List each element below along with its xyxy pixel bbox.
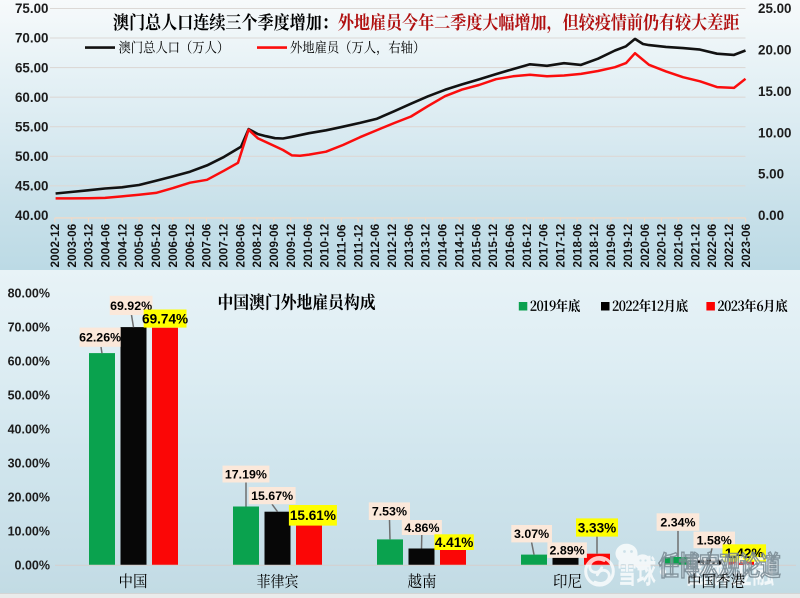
svg-text:65.00: 65.00: [15, 60, 49, 75]
svg-text:60.00: 60.00: [15, 90, 49, 105]
svg-text:2010-12: 2010-12: [319, 224, 332, 268]
svg-text:69.74%: 69.74%: [142, 311, 188, 326]
svg-text:2016-06: 2016-06: [504, 223, 517, 267]
svg-text:75.00: 75.00: [15, 1, 49, 16]
svg-text:2021-06: 2021-06: [673, 223, 686, 267]
svg-text:2007-06: 2007-06: [201, 223, 214, 267]
svg-text:2023-06: 2023-06: [740, 223, 753, 267]
svg-text:2005-06: 2005-06: [133, 223, 146, 267]
svg-text:2009-12: 2009-12: [285, 224, 298, 268]
svg-text:2013-12: 2013-12: [420, 224, 433, 268]
svg-text:15.67%: 15.67%: [251, 489, 293, 503]
svg-text:2.34%: 2.34%: [660, 516, 695, 530]
svg-text:2003-06: 2003-06: [66, 223, 79, 267]
svg-text:2.89%: 2.89%: [550, 544, 585, 558]
svg-text:2008-06: 2008-06: [234, 223, 247, 267]
svg-text:1.58%: 1.58%: [697, 533, 732, 547]
svg-text:2022-06: 2022-06: [706, 223, 719, 267]
svg-text:2004-12: 2004-12: [116, 224, 129, 268]
svg-text:2020-06: 2020-06: [639, 223, 652, 267]
svg-text:2002-12: 2002-12: [49, 224, 62, 268]
svg-text:25.00: 25.00: [758, 1, 792, 16]
svg-text:2005-12: 2005-12: [150, 224, 163, 268]
svg-text:70.00%: 70.00%: [8, 321, 50, 335]
svg-text:2007-12: 2007-12: [218, 224, 231, 268]
svg-text:2012-12: 2012-12: [386, 224, 399, 268]
svg-text:3.33%: 3.33%: [578, 520, 617, 535]
svg-text:2015-06: 2015-06: [470, 223, 483, 267]
svg-text:2017-06: 2017-06: [538, 223, 551, 267]
svg-text:0.00: 0.00: [758, 208, 784, 223]
svg-text:2014-06: 2014-06: [437, 223, 450, 267]
svg-text:30.00%: 30.00%: [8, 457, 50, 471]
svg-text:15.00: 15.00: [758, 84, 792, 99]
svg-text:55.00: 55.00: [15, 119, 49, 134]
svg-text:2019-06: 2019-06: [605, 223, 618, 267]
svg-text:17.19%: 17.19%: [225, 468, 267, 482]
svg-text:2018-12: 2018-12: [588, 224, 601, 268]
svg-text:10.00: 10.00: [758, 125, 792, 140]
svg-text:62.26%: 62.26%: [79, 331, 121, 345]
svg-text:80.00%: 80.00%: [8, 287, 50, 301]
svg-text:2020-12: 2020-12: [656, 224, 669, 268]
svg-text:4.41%: 4.41%: [435, 535, 474, 550]
svg-text:40.00: 40.00: [15, 208, 49, 223]
svg-text:3.07%: 3.07%: [514, 527, 549, 541]
svg-text:2011-06: 2011-06: [336, 224, 349, 268]
svg-text:2006-06: 2006-06: [167, 223, 180, 267]
svg-text:7.53%: 7.53%: [372, 505, 407, 519]
svg-text:2003-12: 2003-12: [83, 224, 96, 268]
svg-text:2012-06: 2012-06: [369, 223, 382, 267]
svg-text:2011-12: 2011-12: [352, 224, 365, 267]
svg-text:2008-12: 2008-12: [251, 224, 264, 268]
svg-text:2015-12: 2015-12: [487, 224, 500, 268]
svg-text:2019-12: 2019-12: [622, 224, 635, 268]
svg-text:70.00: 70.00: [15, 31, 49, 46]
svg-text:15.61%: 15.61%: [290, 508, 336, 523]
svg-text:2009-06: 2009-06: [268, 223, 281, 267]
svg-text:40.00%: 40.00%: [8, 423, 50, 437]
svg-text:2017-12: 2017-12: [555, 224, 568, 268]
svg-text:20.00: 20.00: [758, 43, 792, 58]
svg-text:0.00%: 0.00%: [15, 559, 50, 573]
svg-text:5.00: 5.00: [758, 167, 784, 182]
svg-text:4.86%: 4.86%: [404, 521, 439, 535]
svg-text:2022-12: 2022-12: [723, 224, 736, 268]
svg-text:20.00%: 20.00%: [8, 491, 50, 505]
svg-text:60.00%: 60.00%: [8, 355, 50, 369]
svg-text:45.00: 45.00: [15, 179, 49, 194]
svg-text:10.00%: 10.00%: [8, 525, 50, 539]
svg-text:69.92%: 69.92%: [110, 299, 152, 313]
svg-text:2013-06: 2013-06: [403, 223, 416, 267]
svg-text:2014-12: 2014-12: [453, 224, 466, 268]
svg-text:2006-12: 2006-12: [184, 224, 197, 268]
svg-text:2004-06: 2004-06: [100, 223, 113, 267]
svg-text:2021-12: 2021-12: [689, 224, 702, 268]
svg-text:2018-06: 2018-06: [571, 223, 584, 267]
svg-text:2016-12: 2016-12: [521, 224, 534, 268]
svg-text:2010-06: 2010-06: [302, 223, 315, 267]
svg-text:50.00: 50.00: [15, 149, 49, 164]
svg-text:50.00%: 50.00%: [8, 389, 50, 403]
